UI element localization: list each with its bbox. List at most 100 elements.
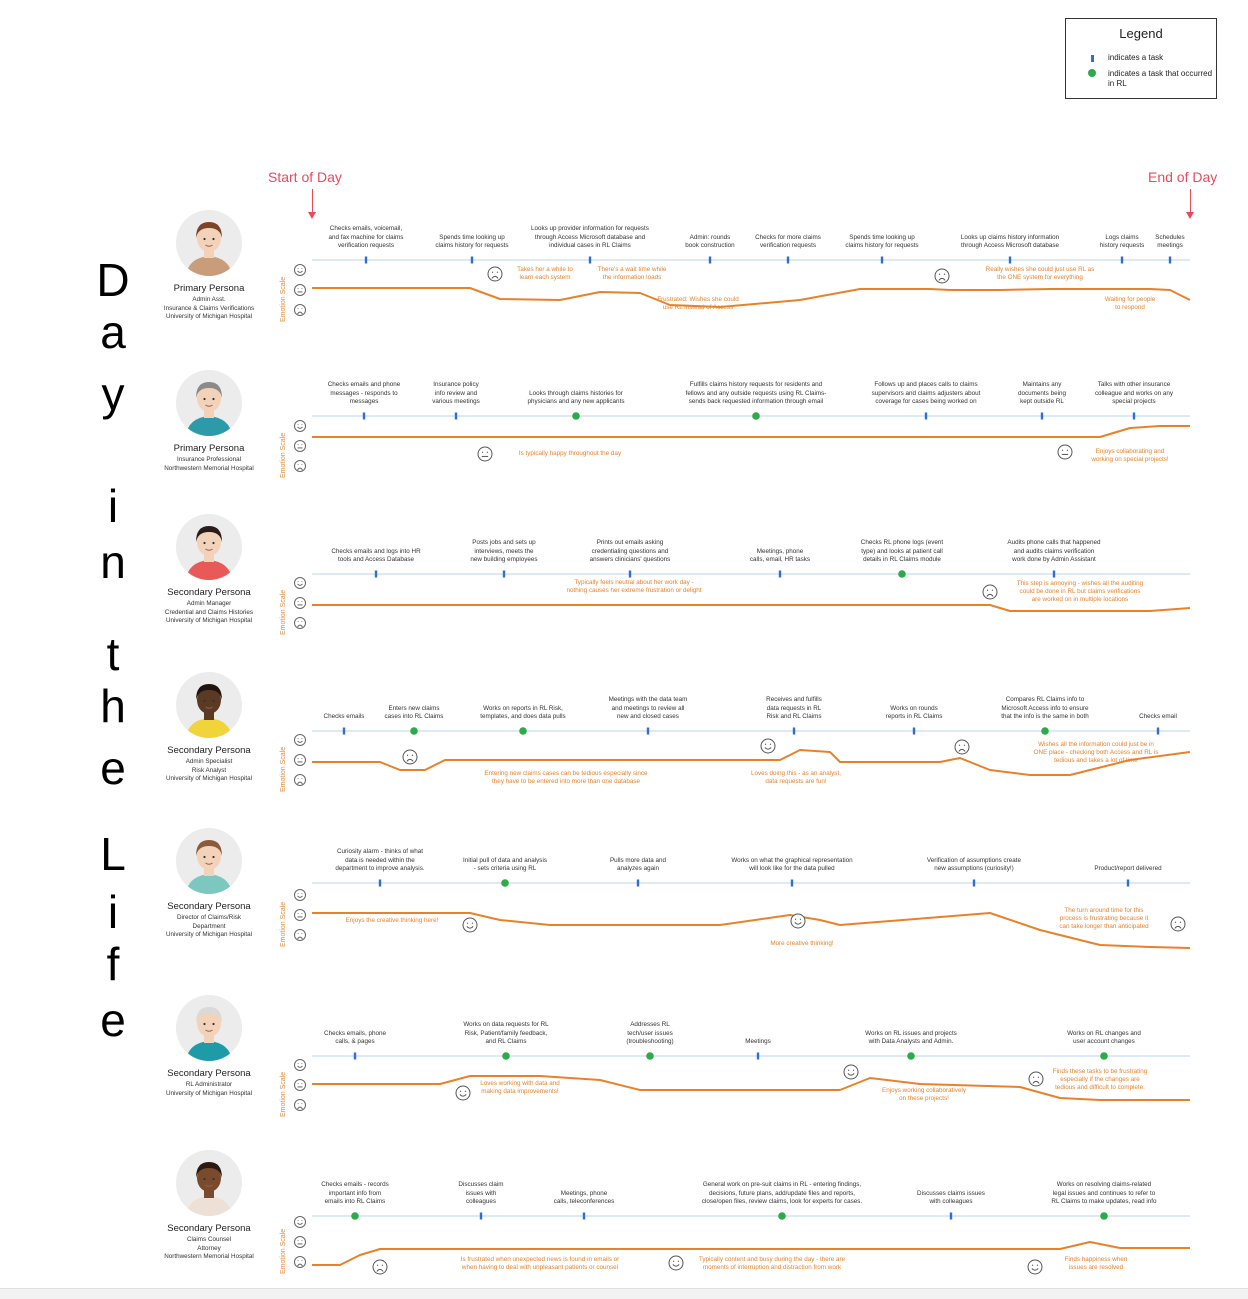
emotion-line bbox=[312, 425, 1190, 438]
emotion-note-line: Really wishes she could just use RL as bbox=[985, 266, 1095, 273]
task-label: Logs claims history requests bbox=[1092, 234, 1152, 250]
emotion-note-line: working on special projects! bbox=[1091, 456, 1169, 464]
emotion-note: Typically content and busy during the da… bbox=[680, 1256, 864, 1272]
emotion-note: Loves doing this - as an analyst, data re… bbox=[738, 770, 855, 786]
emotion-note-line: especially if the changes are bbox=[1060, 1076, 1140, 1084]
persona-detail: Northwestern Memorial Hospital bbox=[164, 464, 254, 472]
task-label: Talks with other insurance colleague and … bbox=[1088, 381, 1180, 406]
task-label-line: important info from bbox=[328, 1189, 382, 1197]
avatar bbox=[176, 514, 242, 580]
persona-role: Secondary Persona bbox=[167, 745, 251, 756]
task-label: Addresses RL tech/user issues (troubleshoo… bbox=[619, 1021, 681, 1046]
task-label-line: with colleagues bbox=[929, 1197, 973, 1205]
task-marker bbox=[924, 412, 928, 420]
emotion-sad-icon bbox=[1028, 1071, 1044, 1087]
task-label-line: Checks emails bbox=[323, 712, 365, 720]
task-label-line: Works on data requests for RL bbox=[463, 1021, 549, 1029]
task-label-line: Addresses RL bbox=[630, 1021, 670, 1029]
end-of-day-label: End of Day bbox=[1148, 169, 1218, 185]
task-label: Meetings, phone calls, teleconferences bbox=[545, 1190, 624, 1206]
persona-detail: University of Michigan Hospital bbox=[165, 1089, 253, 1097]
task-label-line: info review and bbox=[434, 389, 478, 397]
task-label-line: tools and Access Database bbox=[338, 555, 414, 563]
task-label-line: Works on RL issues and projects bbox=[865, 1029, 957, 1037]
end-of-day-arrow bbox=[1186, 189, 1194, 219]
task-label-line: Checks emails and logs into HR bbox=[331, 547, 421, 555]
scale-sad-icon bbox=[294, 1099, 306, 1111]
persona-detail: Admin Manager bbox=[186, 600, 232, 607]
emotion-line bbox=[312, 912, 1191, 949]
task-label-line: Product/report delivered bbox=[1094, 864, 1162, 872]
task-label: Admin: rounds book construction bbox=[679, 234, 741, 250]
task-label-line: Works on reports in RL Risk, bbox=[483, 704, 563, 712]
task-label-line: Meetings bbox=[745, 1037, 771, 1045]
title-letter: a bbox=[100, 306, 126, 358]
persona-detail: Insurance & Claims Verifications bbox=[163, 304, 255, 312]
task-label-line: documents being bbox=[1018, 389, 1066, 397]
task-label-line: decisions, future plans, add/update file… bbox=[709, 1189, 855, 1197]
task-label-line: Audits phone calls that happened bbox=[1007, 539, 1101, 547]
task-label-line: Enters new claims bbox=[388, 704, 440, 712]
task-label: Checks emails, phone calls, & pages bbox=[319, 1030, 391, 1046]
task-label-line: Pulls more data and bbox=[609, 856, 666, 864]
emotion-note-line: Finds happiness when bbox=[1064, 1256, 1128, 1263]
task-marker bbox=[342, 727, 346, 735]
task-label-line: Risk, Patient/family feedback, bbox=[464, 1029, 548, 1037]
emotion-happy-icon bbox=[760, 738, 776, 754]
rl-task-marker bbox=[1041, 727, 1049, 735]
emotion-note-line: to respond bbox=[1115, 304, 1145, 312]
task-label-line: cases into RL Claims bbox=[384, 712, 444, 720]
emotion-note-line: This step is annoying - wishes all the a… bbox=[1016, 580, 1144, 587]
scale-neutral-icon bbox=[294, 284, 306, 296]
persona-role: Secondary Persona bbox=[167, 587, 251, 598]
scale-sad-icon bbox=[294, 304, 306, 316]
emotion-note-line: on these projects! bbox=[899, 1095, 949, 1103]
task-label: Works on what the graphical representati… bbox=[720, 857, 865, 873]
task-label: Pulls more data and analyzes again bbox=[604, 857, 673, 873]
task-label-line: kept outside RL bbox=[1020, 397, 1064, 405]
task-label-line: new assumptions (curiosity!) bbox=[934, 864, 1014, 872]
emotion-note: This step is annoying - wishes all the a… bbox=[998, 580, 1161, 605]
task-label-line: meetings bbox=[1157, 241, 1183, 249]
task-label-line: with Data Analysts and Admin. bbox=[868, 1037, 954, 1045]
emotion-sad-icon bbox=[402, 749, 418, 765]
task-label-line: special projects bbox=[1112, 397, 1156, 405]
rl-task-marker bbox=[410, 727, 418, 735]
task-label-line: and audits claims verification bbox=[1013, 547, 1095, 555]
emotion-note-line: Waiting for people bbox=[1104, 296, 1156, 303]
task-marker bbox=[636, 879, 640, 887]
scale-sad-icon bbox=[294, 774, 306, 786]
persona-detail: Risk Analyst bbox=[191, 766, 227, 774]
task-label-line: Verification of assumptions create bbox=[926, 856, 1022, 864]
task-label: Works on RL changes and user account chan… bbox=[1063, 1030, 1145, 1046]
rl-task-marker bbox=[898, 570, 906, 578]
emotion-note-line: Is typically happy throughout the day bbox=[518, 450, 622, 457]
scale-happy-icon bbox=[294, 577, 306, 589]
task-label-line: new and closed cases bbox=[617, 712, 679, 720]
task-label-line: data is needed within the bbox=[345, 856, 415, 864]
scale-neutral-icon bbox=[294, 440, 306, 452]
persona-detail: University of Michigan Hospital bbox=[165, 617, 253, 625]
task-label-line: Admin: rounds bbox=[689, 233, 731, 241]
task-label-line: Looks up claims history information bbox=[960, 233, 1060, 241]
emotion-note-line: process is frustrating because it bbox=[1059, 915, 1149, 923]
emotion-sad-icon bbox=[954, 739, 970, 755]
task-label: Spends time looking up claims history for… bbox=[424, 234, 519, 250]
task-label-line: issues with bbox=[465, 1189, 497, 1197]
emotion-note: Finds happiness when issues are resolved bbox=[1060, 1256, 1133, 1272]
task-label: Receives and fulfills data requests in RL… bbox=[756, 696, 831, 721]
window-bottom-bar bbox=[0, 1288, 1248, 1299]
task-label: Checks emails bbox=[314, 713, 374, 721]
emotion-note: Really wishes she could just use RL as th… bbox=[973, 266, 1106, 282]
emotion-note-line: tedious and difficult to complete. bbox=[1055, 1084, 1145, 1092]
emotion-note-line: data requests are fun! bbox=[765, 778, 827, 786]
legend-title: Legend bbox=[1119, 26, 1163, 41]
emotion-sad-icon bbox=[1170, 916, 1186, 932]
task-label-line: interviews, meets the bbox=[474, 547, 534, 555]
emotion-note: Wishes all the information could just be… bbox=[1021, 741, 1171, 766]
task-label: Checks emails and logs into HR tools and … bbox=[324, 548, 429, 564]
task-label: Follows up and places calls to claims sup… bbox=[860, 381, 991, 406]
